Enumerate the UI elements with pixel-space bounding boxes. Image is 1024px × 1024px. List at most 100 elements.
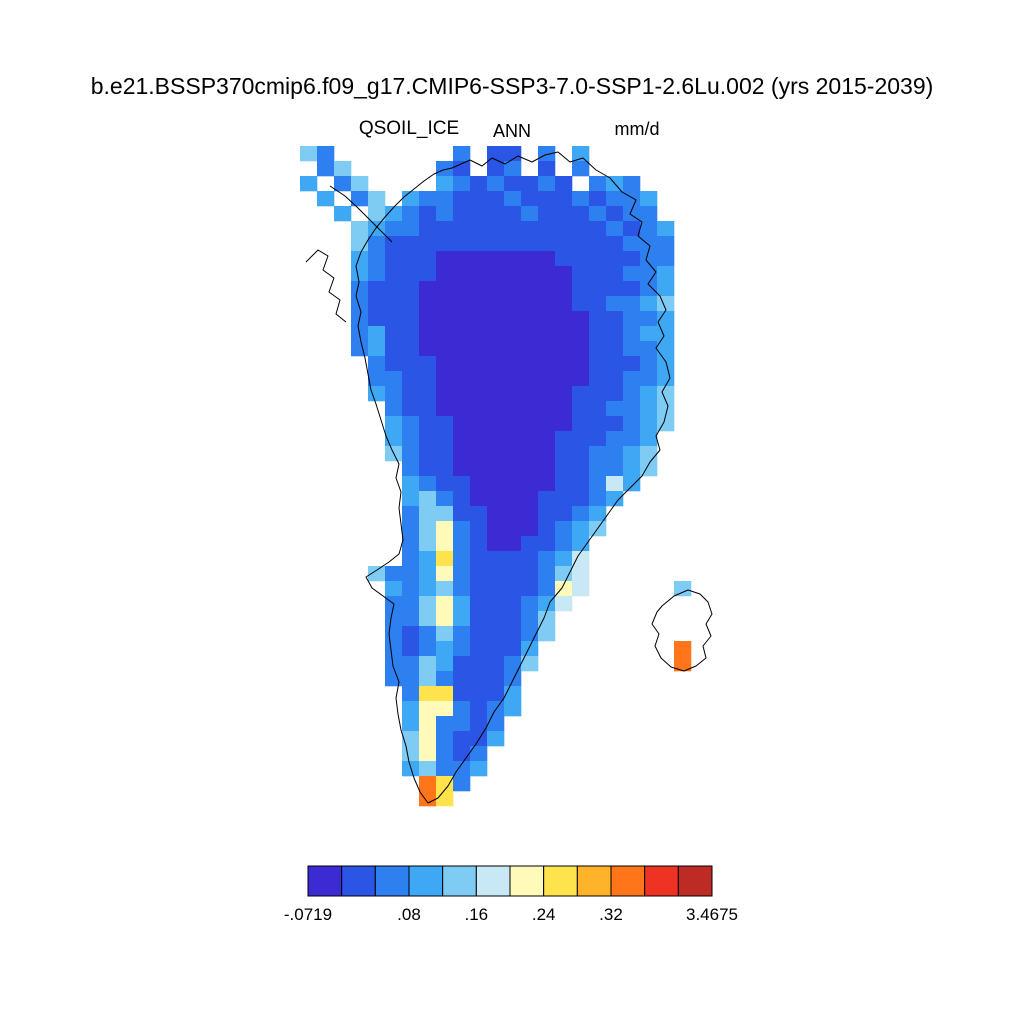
- grid-cell: [572, 326, 590, 342]
- grid-cell: [419, 731, 437, 747]
- grid-cell: [402, 326, 420, 342]
- grid-cell: [657, 386, 675, 402]
- grid-cell: [657, 356, 675, 372]
- grid-cell: [589, 251, 607, 267]
- grid-cell: [453, 386, 471, 402]
- grid-cell: [385, 671, 403, 687]
- grid-cell: [504, 356, 522, 372]
- grid-cell: [521, 326, 539, 342]
- grid-cell: [402, 521, 420, 537]
- grid-cell: [402, 581, 420, 597]
- grid-cell: [436, 506, 454, 522]
- grid-cell: [436, 746, 454, 762]
- grid-cell: [606, 431, 624, 447]
- grid-cell: [402, 506, 420, 522]
- grid-cell: [623, 311, 641, 327]
- grid-cell: [589, 401, 607, 417]
- grid-cell: [606, 296, 624, 312]
- grid-cell: [521, 206, 539, 222]
- grid-cell: [368, 326, 386, 342]
- grid-cell: [555, 326, 573, 342]
- grid-cell: [368, 356, 386, 372]
- grid-cell: [419, 491, 437, 507]
- grid-cell: [419, 386, 437, 402]
- grid-cell: [657, 341, 675, 357]
- grid-cell: [470, 176, 488, 192]
- grid-cell: [589, 236, 607, 252]
- units-label: mm/d: [615, 119, 660, 139]
- grid-cell: [419, 236, 437, 252]
- grid-cell: [453, 446, 471, 462]
- grid-cell: [470, 536, 488, 552]
- grid-cell: [470, 611, 488, 627]
- grid-cell: [470, 221, 488, 237]
- grid-cell: [436, 341, 454, 357]
- grid-cell: [453, 701, 471, 717]
- grid-cell: [538, 581, 556, 597]
- grid-cell: [487, 191, 505, 207]
- grid-cell: [470, 416, 488, 432]
- grid-cell: [623, 191, 641, 207]
- grid-cell: [419, 596, 437, 612]
- grid-cell: [351, 251, 369, 267]
- grid-cell: [504, 446, 522, 462]
- grid-cell: [487, 476, 505, 492]
- grid-cell: [402, 536, 420, 552]
- grid-cell: [436, 566, 454, 582]
- grid-cell: [555, 596, 573, 612]
- grid-cell: [504, 386, 522, 402]
- grid-cell: [419, 311, 437, 327]
- grid-cell: [470, 476, 488, 492]
- grid-cell: [470, 716, 488, 732]
- grid-cell: [623, 446, 641, 462]
- grid-cell: [521, 416, 539, 432]
- grid-cell: [453, 731, 471, 747]
- grid-cell: [572, 446, 590, 462]
- grid-cell: [419, 206, 437, 222]
- grid-cell: [402, 356, 420, 372]
- grid-cell: [436, 161, 454, 177]
- grid-cell: [657, 281, 675, 297]
- grid-cell: [538, 296, 556, 312]
- grid-cell: [521, 491, 539, 507]
- grid-cell: [589, 506, 607, 522]
- grid-cell: [657, 251, 675, 267]
- grid-cell: [555, 581, 573, 597]
- grid-cell: [436, 641, 454, 657]
- colorbar-segment: [374, 865, 410, 897]
- grid-cell: [436, 581, 454, 597]
- grid-cell: [572, 461, 590, 477]
- grid-cell: [555, 221, 573, 237]
- grid-cell: [504, 176, 522, 192]
- grid-cell: [623, 251, 641, 267]
- grid-cell: [521, 236, 539, 252]
- grid-cell: [538, 311, 556, 327]
- grid-cell: [538, 281, 556, 297]
- grid-cell: [470, 296, 488, 312]
- plot-title: b.e21.BSSP370cmip6.f09_g17.CMIP6-SSP3-7.…: [91, 73, 934, 99]
- grid-cell: [538, 161, 556, 177]
- grid-cell: [419, 611, 437, 627]
- grid-cell: [402, 236, 420, 252]
- grid-cell: [538, 356, 556, 372]
- grid-cell: [453, 581, 471, 597]
- grid-cell: [589, 191, 607, 207]
- grid-cell: [453, 206, 471, 222]
- grid-cell: [487, 341, 505, 357]
- coastline-greenland: [355, 151, 671, 804]
- grid-cell: [419, 551, 437, 567]
- grid-cell: [453, 341, 471, 357]
- grid-cell: [487, 611, 505, 627]
- grid-cell: [538, 326, 556, 342]
- grid-cell: [487, 296, 505, 312]
- grid-cell: [572, 506, 590, 522]
- grid-cell: [470, 341, 488, 357]
- grid-cell: [538, 551, 556, 567]
- grid-cell: [521, 371, 539, 387]
- grid-cell: [521, 251, 539, 267]
- grid-cell: [504, 506, 522, 522]
- grid-cell: [419, 251, 437, 267]
- grid-cell: [368, 371, 386, 387]
- grid-cell: [538, 476, 556, 492]
- grid-cell: [419, 266, 437, 282]
